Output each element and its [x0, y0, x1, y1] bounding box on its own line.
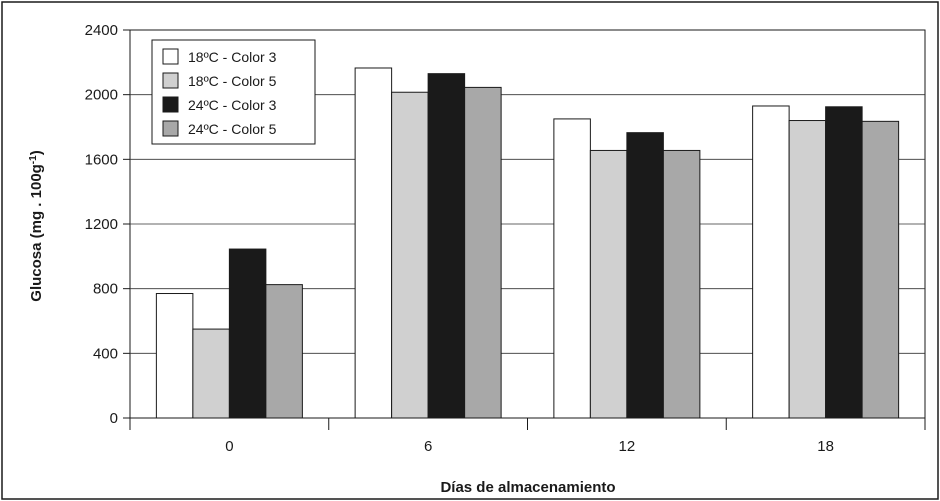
bar: [825, 106, 863, 419]
y-axis-title-superscript: -1: [28, 155, 39, 164]
bar: [553, 118, 591, 419]
bar: [354, 67, 393, 419]
y-axis: 0 400 800 1200 1600 2000 2400: [85, 22, 130, 427]
bar: [626, 132, 664, 419]
bar: [427, 73, 466, 419]
y-tick-label: 1600: [85, 151, 118, 168]
x-tick-label: 12: [619, 438, 636, 455]
y-tick-label: 1200: [85, 216, 118, 233]
x-axis: 0 6 12 18: [129, 418, 926, 455]
bar: [861, 120, 900, 419]
bar: [391, 91, 429, 419]
bar: [228, 248, 267, 419]
bar: [155, 293, 194, 419]
bar: [589, 149, 628, 419]
y-tick-label: 2400: [85, 22, 118, 39]
x-tick-label: 6: [424, 438, 432, 455]
legend-swatch: [162, 120, 179, 137]
y-tick-label: 800: [93, 281, 118, 298]
y-tick-label: 2000: [85, 87, 118, 104]
y-tick-label: 0: [110, 410, 118, 427]
legend-label: 24ºC - Color 5: [188, 121, 277, 137]
bar: [464, 86, 502, 419]
y-axis-title-end: ): [28, 150, 45, 155]
legend-box: [151, 39, 316, 145]
x-tick-label: 18: [817, 438, 834, 455]
legend-swatch: [162, 96, 179, 113]
x-tick-label: 0: [225, 438, 233, 455]
bar: [192, 328, 230, 419]
bar: [662, 149, 701, 419]
legend-label: 18ºC - Color 5: [188, 73, 277, 89]
legend: 18ºC - Color 3 18ºC - Color 5 24ºC - Color…: [151, 39, 316, 145]
x-axis-title: Días de almacenamiento: [440, 479, 615, 496]
bar: [265, 284, 303, 419]
bar: [788, 120, 827, 419]
legend-swatch: [162, 48, 179, 65]
y-axis-title: Glucosa (mg . 100g-1): [28, 150, 46, 301]
bar: [752, 105, 790, 419]
y-tick-label: 400: [93, 345, 118, 362]
legend-label: 24ºC - Color 3: [188, 97, 277, 113]
y-axis-title-main: Glucosa (mg . 100g: [28, 164, 45, 302]
legend-label: 18ºC - Color 3: [188, 49, 277, 65]
bars: [155, 67, 900, 419]
legend-swatch: [162, 72, 179, 89]
